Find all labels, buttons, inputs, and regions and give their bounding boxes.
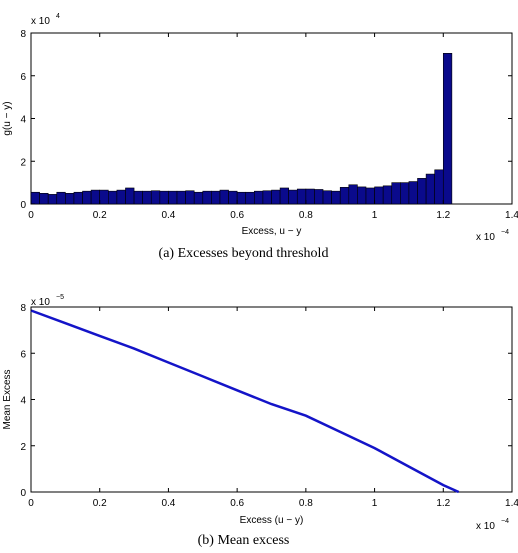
histogram-bar xyxy=(125,187,135,205)
histogram-bar xyxy=(425,173,435,205)
histogram-bar xyxy=(82,190,92,205)
subfigure-caption: (b) Mean excess xyxy=(198,533,290,548)
histogram-bar xyxy=(73,191,83,205)
x-tick-label: 1 xyxy=(372,210,378,221)
x-multiplier: x 10 xyxy=(476,521,495,532)
histogram-bar xyxy=(150,190,161,205)
x-tick-label: 0.6 xyxy=(230,210,244,221)
histogram-bar xyxy=(374,186,384,205)
histogram-bar xyxy=(90,189,101,205)
histogram-bar xyxy=(202,190,212,205)
x-tick-label: 1 xyxy=(372,498,378,509)
subfigure-caption: (a) Excesses beyond threshold xyxy=(159,246,329,261)
x-tick-label: 1.2 xyxy=(436,210,450,221)
y-tick-label: 0 xyxy=(20,488,26,499)
y-tick-label: 6 xyxy=(20,72,26,83)
x-tick-label: 0.8 xyxy=(299,498,313,509)
histogram-bar xyxy=(331,190,341,205)
y-axis-label: g(u − y) xyxy=(2,101,13,135)
histogram-bar xyxy=(142,190,152,205)
y-tick-label: 0 xyxy=(20,200,26,211)
histogram-bar xyxy=(245,191,255,205)
histogram-bar xyxy=(236,191,247,205)
x-tick-label: 0.8 xyxy=(299,210,313,221)
histogram-bar xyxy=(314,189,324,205)
histogram-bar xyxy=(159,190,169,205)
x-exponent: −4 xyxy=(501,518,509,525)
x-multiplier: x 10 xyxy=(476,232,495,243)
histogram-bar xyxy=(47,194,58,205)
histogram-bar xyxy=(417,178,427,205)
x-tick-label: 0.2 xyxy=(93,498,107,509)
histogram-bar xyxy=(339,187,350,205)
histogram-bar xyxy=(322,190,332,205)
y-axis-label: Mean Excess xyxy=(2,369,13,429)
y-tick-label: 8 xyxy=(20,29,26,40)
x-tick-label: 0.4 xyxy=(161,210,175,221)
y-exponent: −5 xyxy=(56,294,64,301)
histogram-bar xyxy=(211,190,221,205)
x-exponent: −4 xyxy=(501,229,509,236)
x-tick-label: 0.6 xyxy=(230,498,244,509)
histogram-bar xyxy=(65,193,75,205)
x-tick-label: 0.4 xyxy=(161,498,175,509)
histogram-bar xyxy=(228,190,238,205)
histogram-bar xyxy=(168,190,178,205)
histogram-bar xyxy=(442,53,453,205)
histogram-bar xyxy=(288,189,298,205)
x-tick-label: 0.2 xyxy=(93,210,107,221)
histogram-bar xyxy=(56,191,66,205)
histogram-bar xyxy=(382,185,393,205)
histogram-bar xyxy=(391,182,401,205)
histogram-bar xyxy=(193,191,204,205)
histogram-bar xyxy=(262,190,272,205)
histogram-bar xyxy=(133,190,143,205)
y-tick-label: 6 xyxy=(20,349,26,360)
histogram-bar xyxy=(348,184,358,205)
x-axis-label: Excess (u − y) xyxy=(240,515,304,526)
histogram-bar xyxy=(39,193,49,205)
histogram-bar xyxy=(305,188,315,205)
x-tick-label: 0 xyxy=(28,210,34,221)
x-tick-label: 1.4 xyxy=(505,498,518,509)
x-tick-label: 1.4 xyxy=(505,210,518,221)
histogram-bar xyxy=(400,182,410,205)
y-tick-label: 2 xyxy=(20,442,26,453)
histogram-bar xyxy=(108,190,118,205)
y-tick-label: 2 xyxy=(20,157,26,168)
x-axis-label: Excess, u − y xyxy=(242,226,302,237)
histogram-bar xyxy=(219,189,229,205)
x-tick-label: 1.2 xyxy=(436,498,450,509)
mean-excess-line xyxy=(30,309,460,494)
histogram-bar xyxy=(116,189,126,205)
plot-area xyxy=(30,306,513,493)
y-tick-label: 4 xyxy=(20,396,26,407)
y-tick-label: 8 xyxy=(20,303,26,314)
histogram-bar xyxy=(408,181,418,205)
x-tick-label: 0 xyxy=(28,498,34,509)
y-multiplier: x 10 xyxy=(31,297,50,308)
histogram-bar xyxy=(357,186,367,205)
histogram-bar xyxy=(434,169,444,205)
histogram-bar xyxy=(365,187,375,205)
histogram-bar xyxy=(30,191,40,205)
histogram-bar xyxy=(296,188,307,205)
histogram-bar xyxy=(99,189,109,205)
y-multiplier: x 10 xyxy=(31,16,50,27)
histogram-bar xyxy=(185,190,195,205)
histogram-bar xyxy=(271,189,281,205)
y-tick-label: 4 xyxy=(20,115,26,126)
histogram-bar xyxy=(176,190,186,205)
y-exponent: 4 xyxy=(56,13,60,20)
histogram-bar xyxy=(279,187,289,205)
histogram-bar xyxy=(254,190,264,205)
